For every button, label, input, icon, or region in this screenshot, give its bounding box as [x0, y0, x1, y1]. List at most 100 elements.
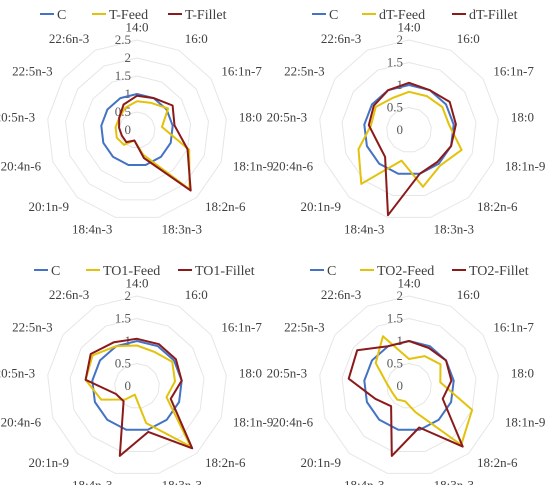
radial-tick-label: 0 [397, 378, 404, 393]
radial-tick-label: 0 [397, 122, 404, 137]
category-label: 18:2n-6 [477, 455, 518, 470]
radial-tick-label: 1.5 [115, 68, 131, 83]
legend-entry: C [327, 264, 336, 279]
grid-ring [47, 295, 227, 474]
category-label: 16:0 [457, 31, 480, 46]
category-label: 16:1n-7 [221, 320, 262, 335]
series-line-to1-fillet [84, 337, 194, 457]
legend-entry: C [57, 8, 66, 23]
legend-entry: T-Feed [109, 8, 148, 23]
category-label: 22:5n-3 [12, 320, 52, 335]
category-label: 18:0 [511, 110, 534, 125]
radial-tick-label: 2 [125, 50, 132, 65]
series-line-t-fillet [118, 94, 192, 192]
radar-panel-4: 0 0.5 1 1.5 214:0 16:0 16:1n-7 18:0 18:1n-9 18:2n… [267, 264, 546, 485]
legend-entry: dT-Fillet [469, 8, 518, 23]
radial-tick-label: 1 [125, 86, 132, 101]
category-label: 16:0 [457, 287, 480, 302]
grid-ring [47, 39, 227, 218]
grid-ring [341, 317, 477, 452]
category-label: 18:2n-6 [477, 199, 518, 214]
category-label: 20:5n-3 [267, 366, 307, 381]
radial-tick-label: 0.5 [387, 356, 403, 371]
category-label: 18:4n-3 [72, 478, 112, 485]
category-label: 22:5n-3 [284, 64, 324, 79]
category-label: 20:4n-6 [1, 414, 42, 429]
radial-tick-label: 2 [397, 32, 404, 47]
category-label: 18:0 [511, 366, 534, 381]
grid-ring [341, 61, 477, 196]
legend-entry: dT-Feed [379, 8, 425, 23]
category-label: 22:6n-3 [49, 287, 89, 302]
category-label: 16:1n-7 [493, 320, 534, 335]
legend-entry: TO2-Fillet [469, 264, 529, 279]
category-label: 14:0 [125, 19, 148, 34]
series-line-dt-feed [357, 90, 463, 188]
radar-panel-3: 00.511.5214:016:016:1n-718:018:1n-918:2n… [0, 264, 273, 485]
category-label: 18:4n-3 [344, 478, 384, 485]
category-label: 16:1n-7 [221, 64, 262, 79]
category-label: 18:3n-3 [434, 478, 474, 485]
series-line-to2-fillet [347, 340, 464, 457]
radial-tick-label: 1 [397, 333, 404, 348]
radial-tick-label: 0.5 [387, 100, 403, 115]
category-label: 20:4n-6 [273, 414, 314, 429]
radial-tick-label: 2 [397, 288, 404, 303]
radial-tick-label: 0 [125, 122, 132, 137]
radial-tick-label: 2 [125, 288, 132, 303]
category-label: 16:0 [185, 31, 208, 46]
category-label: 18:1n-9 [505, 158, 545, 173]
category-label: 18:0 [239, 366, 262, 381]
category-label: 14:0 [397, 275, 420, 290]
category-label: 18:1n-9 [505, 414, 545, 429]
radial-tick-label: 0 [125, 378, 132, 393]
radial-tick-label: 0.5 [115, 356, 131, 371]
category-label: 18:1n-9 [233, 414, 273, 429]
legend-entry: T-Fillet [185, 8, 227, 23]
grid-ring [64, 57, 210, 201]
radial-tick-label: 1.5 [387, 311, 403, 326]
category-label: 18:4n-3 [72, 222, 112, 237]
series-line-c [91, 340, 183, 431]
category-label: 22:6n-3 [49, 31, 89, 46]
category-label: 20:4n-6 [273, 158, 314, 173]
category-label: 20:4n-6 [1, 158, 42, 173]
category-label: 20:1n-9 [301, 199, 341, 214]
category-label: 18:4n-3 [344, 222, 384, 237]
category-label: 20:1n-9 [29, 199, 69, 214]
legend-entry: C [329, 8, 338, 23]
category-label: 14:0 [125, 275, 148, 290]
category-label: 18:3n-3 [434, 222, 474, 237]
category-label: 18:1n-9 [233, 158, 273, 173]
category-label: 20:5n-3 [0, 110, 35, 125]
legend-entry: TO1-Feed [103, 264, 160, 279]
category-label: 22:5n-3 [284, 320, 324, 335]
category-label: 18:3n-3 [162, 222, 202, 237]
legend-entry: TO1-Fillet [195, 264, 255, 279]
radar-panel-1: 00.511.522.514:016:016:1n-718:018:1n-918… [0, 8, 273, 237]
grid-ring [69, 317, 205, 452]
category-label: 20:1n-9 [301, 455, 341, 470]
category-label: 20:1n-9 [29, 455, 69, 470]
grid-ring [118, 111, 156, 148]
radial-tick-label: 1.5 [387, 55, 403, 70]
category-label: 22:6n-3 [321, 287, 361, 302]
series-line-to2-feed [374, 335, 474, 446]
grid-ring [386, 106, 432, 153]
legend-entry: TO2-Feed [377, 264, 434, 279]
category-label: 20:5n-3 [267, 110, 307, 125]
series-line-c [100, 93, 174, 166]
radial-tick-label: 2.5 [115, 32, 131, 47]
legend-entry: C [51, 264, 60, 279]
series-line-dt-fillet [367, 81, 457, 217]
radar-panel-2: 0 0.5 1 1.5 214:0 16:0 16:1n-7 18:0 18:1n-9 18:2n… [267, 8, 546, 237]
category-label: 22:5n-3 [12, 64, 52, 79]
grid-ring [319, 39, 499, 218]
radial-tick-label: 1.5 [115, 311, 131, 326]
category-label: 14:0 [397, 19, 420, 34]
radial-tick-label: 1 [397, 77, 404, 92]
category-label: 18:2n-6 [205, 199, 246, 214]
grid-ring [319, 295, 499, 474]
series-line-c [363, 84, 455, 175]
